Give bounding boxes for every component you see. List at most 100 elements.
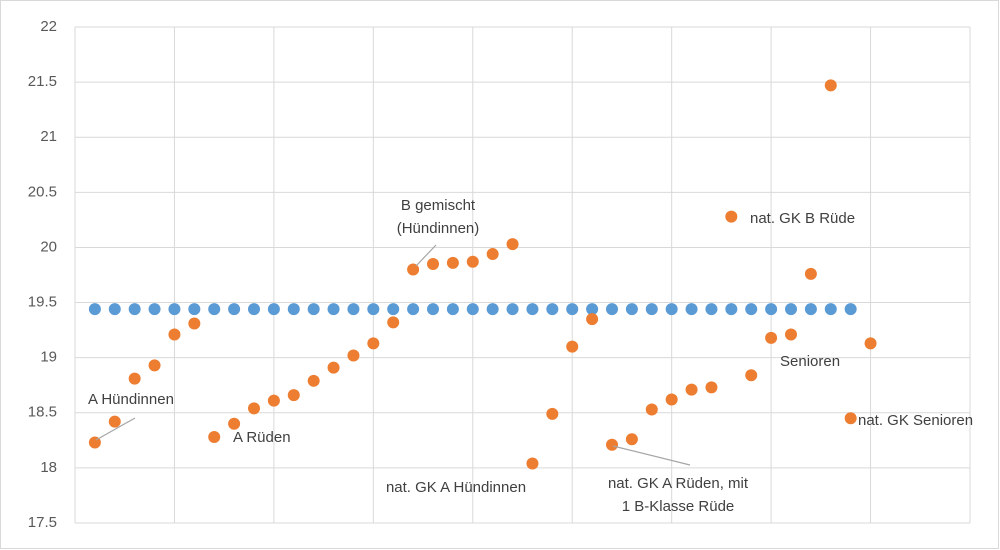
annotation: Senioren — [780, 353, 840, 370]
y-tick-label: 18.5 — [28, 404, 57, 421]
point — [148, 303, 161, 316]
y-tick-label: 20 — [40, 238, 57, 255]
annotation: A Rüden — [233, 429, 291, 446]
point — [128, 303, 141, 316]
point — [526, 303, 539, 316]
point — [327, 361, 340, 374]
point — [208, 431, 221, 444]
point — [725, 303, 738, 316]
point — [745, 369, 758, 382]
point — [387, 303, 400, 316]
point — [188, 303, 201, 316]
point — [625, 303, 638, 316]
point — [148, 359, 161, 372]
point — [506, 238, 519, 251]
point — [824, 79, 837, 92]
point — [765, 303, 778, 316]
point — [566, 340, 579, 353]
point — [725, 210, 738, 223]
point — [705, 303, 718, 316]
point — [446, 303, 459, 316]
point — [645, 403, 658, 416]
point — [108, 303, 121, 316]
leader-line — [612, 445, 691, 466]
y-tick-label: 21 — [40, 128, 57, 145]
point — [367, 303, 380, 316]
point — [427, 303, 439, 316]
y-tick-label: 19 — [40, 349, 57, 366]
annotation: 1 B-Klasse Rüde — [622, 498, 735, 515]
point — [844, 303, 857, 316]
y-tick-label: 18 — [40, 459, 57, 476]
point — [347, 349, 360, 362]
point — [287, 389, 300, 402]
point — [248, 402, 260, 415]
point — [466, 303, 479, 316]
point — [466, 255, 479, 268]
point — [228, 417, 241, 430]
point — [88, 303, 101, 316]
leader-line — [95, 417, 136, 441]
point — [586, 303, 599, 316]
point — [108, 415, 121, 428]
point — [665, 303, 678, 316]
point — [128, 372, 141, 385]
point — [844, 412, 857, 425]
point — [625, 433, 638, 446]
point — [267, 303, 280, 316]
annotation: B gemischt — [401, 197, 476, 214]
point — [367, 337, 380, 350]
point — [506, 303, 519, 316]
point — [864, 337, 877, 350]
annotation: nat. GK B Rüde — [750, 210, 855, 227]
annotation: nat. GK A Rüden, mit — [608, 475, 749, 492]
point — [407, 263, 420, 276]
annotation: A Hündinnen — [88, 391, 174, 408]
point — [327, 303, 340, 316]
point — [586, 313, 599, 326]
point — [307, 374, 320, 387]
annotation: nat. GK A Hündinnen — [386, 479, 526, 496]
point — [387, 316, 400, 329]
point — [804, 267, 817, 280]
point — [685, 383, 698, 396]
point — [248, 303, 260, 316]
point — [287, 303, 300, 316]
point — [168, 303, 181, 316]
annotation: (Hündinnen) — [397, 220, 480, 237]
point — [267, 394, 280, 407]
point — [208, 303, 221, 316]
point — [526, 457, 539, 470]
point — [804, 303, 817, 316]
point — [606, 303, 618, 316]
point — [228, 303, 241, 316]
point — [446, 256, 459, 269]
point — [606, 438, 618, 451]
point — [546, 303, 559, 316]
y-tick-label: 20.5 — [28, 183, 57, 200]
point — [546, 407, 559, 420]
y-tick-label: 22 — [40, 18, 57, 35]
point — [785, 328, 797, 341]
y-tick-label: 19.5 — [28, 294, 57, 311]
point — [705, 381, 718, 394]
y-tick-label: 21.5 — [28, 73, 57, 90]
point — [188, 317, 201, 330]
point — [785, 303, 797, 316]
leader-line — [415, 244, 437, 267]
point — [407, 303, 420, 316]
point — [824, 303, 837, 316]
point — [665, 393, 678, 406]
point — [685, 303, 698, 316]
point — [765, 331, 778, 344]
annotation: nat. GK Senioren — [858, 412, 973, 429]
point — [427, 257, 439, 270]
point — [486, 303, 499, 316]
point — [745, 303, 758, 316]
point — [645, 303, 658, 316]
point — [307, 303, 320, 316]
point — [486, 248, 499, 261]
point — [168, 328, 181, 341]
